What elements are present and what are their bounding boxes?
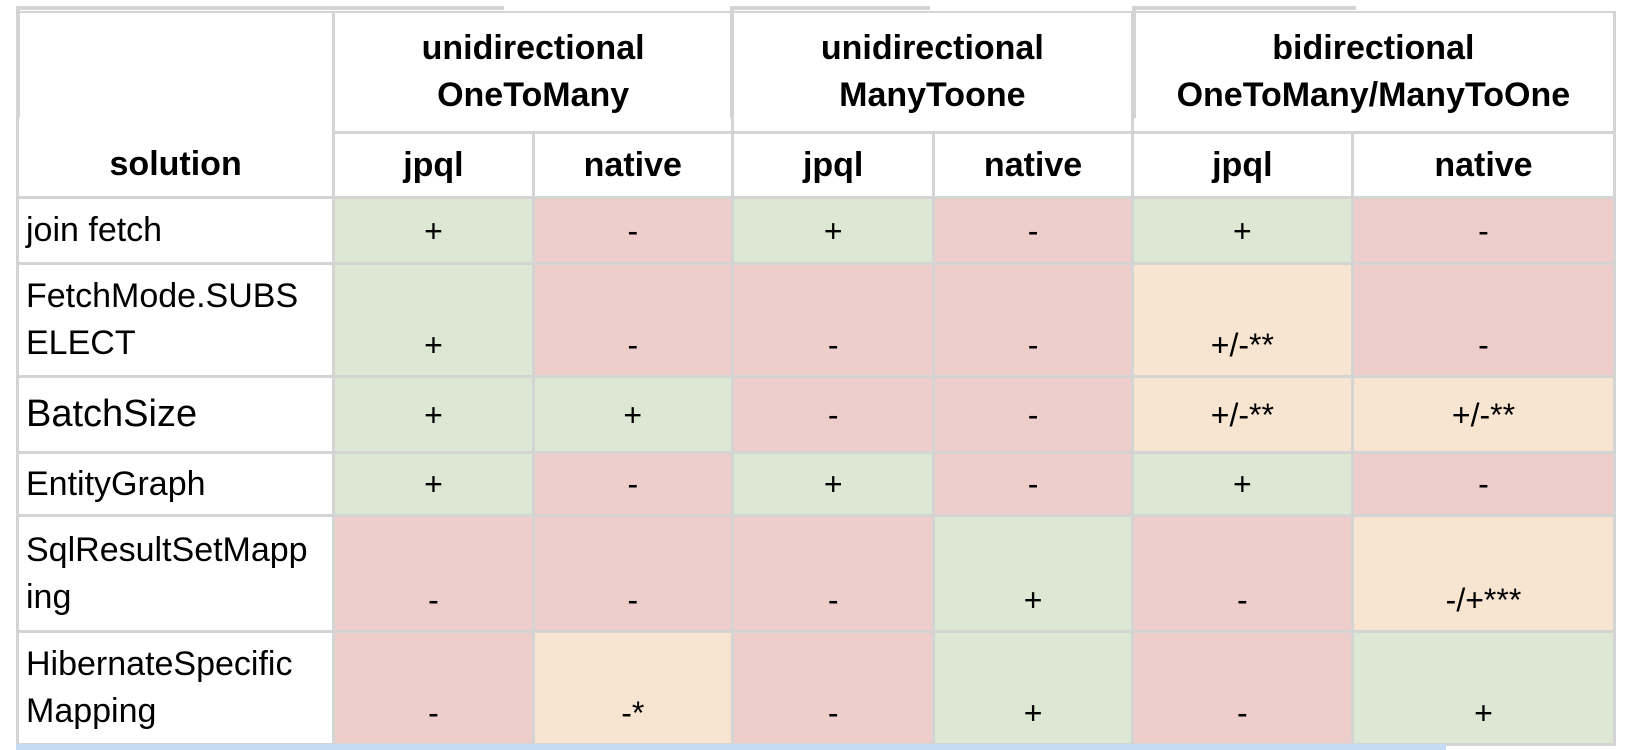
table-cell: -: [1130, 514, 1354, 633]
group-header-unidirectional-manytoone: unidirectional ManyToone: [730, 10, 1134, 134]
header-top-edge: [730, 6, 930, 10]
solution-header: solution: [15, 10, 336, 199]
subheader-native: native: [531, 131, 734, 199]
group-header-bidirectional: bidirectional OneToMany/ManyToOne: [1130, 10, 1617, 134]
row-label-line2: ELECT: [26, 324, 136, 362]
table-cell: +: [332, 451, 535, 517]
selection-highlight: [16, 744, 1446, 750]
table-cell: +/-**: [1130, 262, 1354, 378]
table-cell: +: [332, 262, 535, 378]
comparison-table: solution unidirectional OneToMany unidir…: [15, 10, 1617, 746]
table-cell: -: [531, 514, 734, 633]
table-cell: -: [932, 196, 1134, 265]
group-header-line1: bidirectional: [1272, 29, 1475, 67]
subheader-native: native: [1350, 131, 1617, 199]
table-cell: -: [332, 514, 535, 633]
table-cell: +: [332, 375, 535, 454]
subheader-row: jpql native jpql native jpql native: [18, 131, 1617, 199]
table-cell: -: [1350, 196, 1617, 265]
group-header-line1: unidirectional: [820, 29, 1044, 67]
table-cell: -*: [531, 630, 734, 746]
group-header-unidirectional-onetomany: unidirectional OneToMany: [332, 10, 734, 134]
table-cell: +: [1130, 451, 1354, 517]
table-cell: -: [932, 451, 1134, 517]
table-cell: -: [730, 630, 936, 746]
table-cell: -: [1350, 262, 1617, 378]
table-row: SqlResultSetMapp ing - - - + - -/+***: [15, 514, 1617, 633]
row-label-line1: SqlResultSetMapp: [26, 530, 308, 569]
table-cell: +: [531, 375, 734, 454]
group-header-row: solution unidirectional OneToMany unidir…: [15, 10, 1617, 199]
header-top-edge: [1132, 6, 1356, 10]
table-cell: -: [1130, 630, 1354, 746]
row-label-hibernatespecificmapping: HibernateSpecific Mapping: [15, 630, 336, 746]
table-cell: +: [730, 196, 936, 265]
table-row: join fetch + - + - + -: [15, 196, 1617, 265]
group-header-line2: OneToMany/ManyToOne: [1176, 76, 1571, 114]
table-cell: -: [531, 262, 734, 378]
table-cell: -: [730, 375, 936, 454]
row-label-batchsize: BatchSize: [15, 375, 336, 454]
table-cell: +: [332, 196, 535, 265]
table-cell: -: [932, 375, 1134, 454]
table-row: FetchMode.SUBS ELECT + - - - +/-** -: [15, 262, 1617, 378]
table-cell: -: [932, 262, 1134, 378]
subheader-jpql: jpql: [1130, 131, 1354, 199]
table-cell: -: [332, 630, 535, 746]
row-label-sqlresultsetmapping: SqlResultSetMapp ing: [15, 514, 336, 633]
table-cell: -: [730, 514, 936, 633]
top-margin: [0, 0, 1632, 11]
table-cell: -: [1350, 451, 1617, 517]
header-left-edge: [730, 6, 734, 118]
table-cell: +: [1130, 196, 1354, 265]
row-label-entitygraph: EntityGraph: [15, 451, 336, 517]
row-label-fetchmode-subselect: FetchMode.SUBS ELECT: [15, 262, 336, 378]
table-cell: -: [531, 451, 734, 517]
row-label-line1: FetchMode.SUBS: [26, 277, 299, 315]
header-left-edge: [1132, 6, 1136, 118]
group-header-line1: unidirectional: [421, 29, 645, 67]
row-label-line1: HibernateSpecific: [26, 645, 293, 683]
table-row: HibernateSpecific Mapping - -* - + - +: [15, 630, 1617, 746]
table-row: EntityGraph + - + - + -: [15, 451, 1617, 517]
table-cell: +: [932, 630, 1134, 746]
row-label-line2: Mapping: [26, 692, 157, 730]
row-label-line2: ing: [26, 577, 72, 616]
group-header-line2: ManyToone: [839, 76, 1026, 114]
subheader-native: native: [932, 131, 1134, 199]
table-cell: -/+***: [1350, 514, 1617, 633]
row-label-join-fetch: join fetch: [15, 196, 336, 265]
subheader-jpql: jpql: [332, 131, 535, 199]
header-top-edge: [16, 6, 504, 10]
table-cell: +: [1350, 630, 1617, 746]
header-left-edge: [16, 6, 20, 118]
subheader-jpql: jpql: [730, 131, 936, 199]
table-row: BatchSize + + - - +/-** +/-**: [15, 375, 1617, 454]
table-cell: +: [730, 451, 936, 517]
table-cell: +/-**: [1130, 375, 1354, 454]
table-cell: -: [531, 196, 734, 265]
table-cell: +: [932, 514, 1134, 633]
table-cell: -: [730, 262, 936, 378]
group-header-line2: OneToMany: [437, 76, 630, 114]
table-cell: +/-**: [1350, 375, 1617, 454]
